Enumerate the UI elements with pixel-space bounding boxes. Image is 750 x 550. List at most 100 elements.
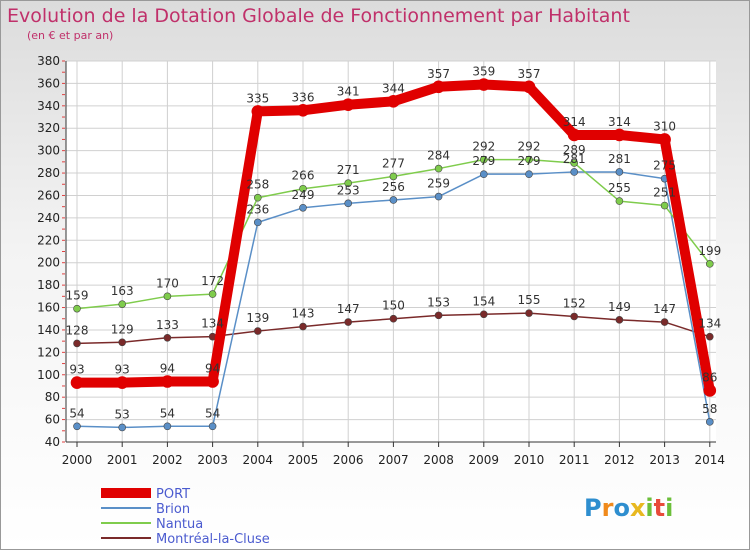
data-point-nantua	[344, 179, 353, 187]
legend-label: Montréal-la-Cluse	[156, 532, 270, 547]
chart-title: Evolution de la Dotation Globale de Fonc…	[7, 5, 630, 27]
data-point-montr-al-la-cluse	[434, 311, 443, 320]
data-label-nantua: 292	[518, 140, 541, 154]
data-point-port	[613, 128, 626, 142]
data-label-nantua: 292	[472, 140, 495, 154]
data-label-port: 94	[160, 361, 175, 375]
y-tick-label: 200	[37, 256, 60, 270]
data-label-port: 86	[702, 370, 717, 384]
data-point-montr-al-la-cluse	[615, 316, 624, 324]
data-label-montr-al-la-cluse: 143	[292, 307, 315, 321]
x-tick-label: 2004	[243, 453, 274, 467]
data-point-brion	[73, 422, 81, 431]
data-label-brion: 54	[69, 406, 84, 420]
data-point-montr-al-la-cluse	[299, 322, 307, 331]
data-label-port: 344	[382, 81, 405, 95]
data-label-brion: 256	[382, 180, 405, 194]
data-labels-layer: 128 129 133 134 139 143 147 150 153 154 155 152 149 1…	[66, 65, 722, 422]
x-tick-label: 2005	[288, 453, 319, 467]
data-point-port	[296, 104, 310, 117]
data-point-port	[658, 133, 671, 146]
x-tick-label: 2008	[423, 453, 454, 467]
data-label-brion: 279	[472, 154, 495, 168]
data-point-nantua	[525, 155, 533, 164]
x-tick-label: 2009	[469, 453, 500, 467]
data-point-brion	[118, 423, 126, 432]
data-point-nantua	[163, 292, 172, 301]
y-tick-label: 160	[37, 301, 60, 315]
data-point-brion	[525, 170, 533, 178]
y-tick-label: 280	[37, 166, 60, 180]
data-point-montr-al-la-cluse	[253, 327, 262, 335]
data-point-port	[251, 105, 265, 118]
data-label-montr-al-la-cluse: 150	[382, 299, 405, 313]
data-label-nantua: 258	[246, 178, 269, 192]
data-point-nantua	[208, 290, 217, 298]
data-label-brion: 281	[563, 152, 586, 166]
data-label-port: 357	[518, 67, 541, 81]
data-label-montr-al-la-cluse: 129	[111, 322, 134, 336]
y-tick-label: 60	[45, 413, 60, 427]
data-point-port	[206, 375, 219, 388]
data-label-nantua: 289	[563, 143, 586, 157]
proxiti-logo: Proxiti	[584, 494, 673, 522]
data-label-brion: 249	[292, 188, 315, 202]
data-label-port: 310	[653, 119, 676, 133]
x-tick-label: 2003	[197, 453, 228, 467]
data-label-montr-al-la-cluse: 147	[653, 302, 676, 316]
data-label-montr-al-la-cluse: 153	[427, 295, 450, 309]
data-label-port: 335	[246, 91, 269, 105]
data-label-nantua: 271	[337, 163, 360, 177]
y-tick-label: 120	[37, 345, 60, 359]
x-tick-label: 2007	[378, 453, 409, 467]
data-label-nantua: 284	[427, 149, 450, 163]
data-point-port	[161, 375, 174, 388]
data-label-port: 314	[563, 115, 586, 129]
x-tick-label: 2000	[62, 453, 93, 467]
data-label-port: 314	[608, 115, 631, 129]
data-label-nantua: 266	[292, 169, 315, 183]
series-layer	[70, 78, 717, 432]
data-label-brion: 58	[702, 402, 717, 416]
data-point-montr-al-la-cluse	[163, 333, 172, 342]
data-point-nantua	[299, 184, 307, 193]
data-label-port: 359	[472, 65, 495, 79]
x-tick-label: 2001	[107, 453, 138, 467]
data-point-port	[115, 376, 129, 389]
data-label-brion: 279	[518, 154, 541, 168]
data-point-nantua	[479, 155, 488, 164]
data-label-montr-al-la-cluse: 152	[563, 296, 586, 310]
chart-subtitle: (en € et par an)	[27, 29, 114, 42]
data-label-port: 336	[292, 90, 315, 104]
legend-label: Nantua	[156, 517, 203, 532]
data-point-brion	[615, 168, 624, 176]
data-label-montr-al-la-cluse: 155	[518, 293, 541, 307]
data-point-montr-al-la-cluse	[118, 338, 126, 347]
data-label-nantua: 199	[698, 244, 721, 258]
y-tick-label: 300	[37, 144, 60, 158]
logo-text: Proxiti	[584, 494, 673, 522]
data-label-port: 93	[69, 363, 84, 377]
data-label-montr-al-la-cluse: 154	[472, 294, 495, 308]
data-label-nantua: 159	[66, 289, 89, 303]
y-tick-label: 260	[37, 188, 60, 202]
data-point-brion	[253, 218, 262, 227]
x-tick-label: 2014	[695, 453, 726, 467]
y-tick-label: 240	[37, 211, 60, 225]
x-tick-label: 2010	[514, 453, 545, 467]
data-label-port: 357	[427, 67, 450, 81]
y-tick-label: 340	[37, 99, 60, 113]
data-point-brion	[389, 196, 398, 204]
data-point-brion	[163, 422, 172, 431]
data-point-port	[341, 98, 355, 112]
data-point-port	[703, 384, 717, 397]
data-point-port	[477, 78, 491, 91]
data-label-brion: 259	[427, 177, 450, 191]
data-point-port	[432, 80, 445, 94]
x-tick-label: 2012	[604, 453, 635, 467]
data-point-port	[567, 128, 581, 142]
axes-layer: 40 60 80 100 120 140 160 180 200 220 240 260 280 300 3…	[37, 54, 725, 467]
